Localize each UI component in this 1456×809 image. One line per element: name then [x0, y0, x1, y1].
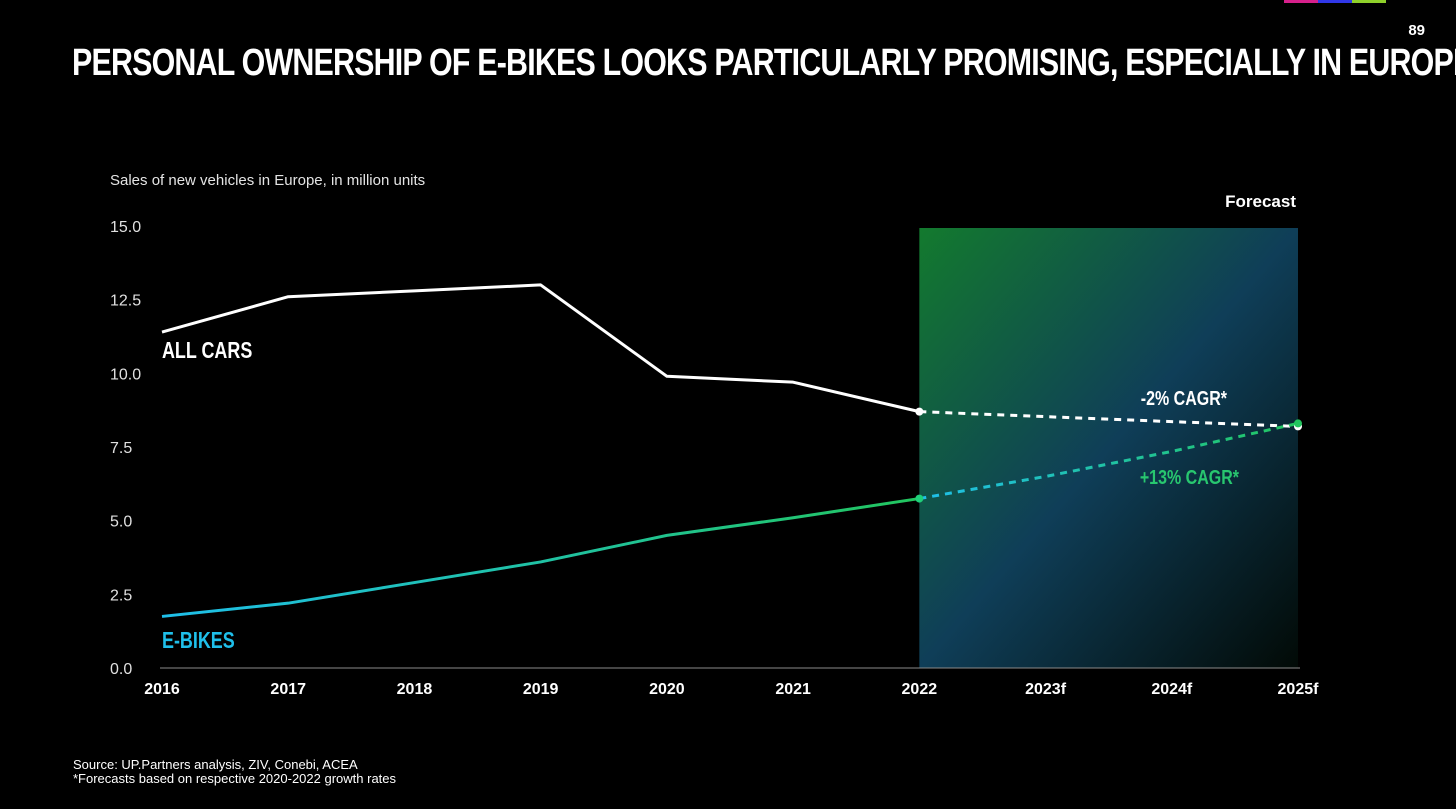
footer: Source: UP.Partners analysis, ZIV, Coneb… — [73, 758, 396, 786]
forecast-footnote: *Forecasts based on respective 2020-2022… — [73, 771, 397, 786]
x-tick-label: 2023f — [1025, 681, 1067, 698]
x-tick-label: 2025f — [1278, 681, 1320, 698]
y-tick-label: 12.5 — [110, 293, 141, 310]
cagr-label-e-bikes: +13% CAGR* — [1140, 466, 1240, 488]
series-label-e-bikes: E-BIKES — [162, 628, 235, 654]
source-note: Source: UP.Partners analysis, ZIV, Coneb… — [73, 757, 358, 772]
x-tick-label: 2019 — [523, 681, 559, 698]
x-tick-label: 2018 — [397, 681, 433, 698]
top-bar-blue — [1318, 0, 1352, 3]
y-tick-label: 10.0 — [110, 366, 141, 383]
y-tick-label: 2.5 — [110, 587, 132, 604]
top-bar-green — [1352, 0, 1386, 3]
series-label-all-cars: ALL CARS — [162, 338, 252, 364]
e-bikes-point-2025f — [1294, 419, 1302, 428]
y-tick-label: 7.5 — [110, 440, 132, 457]
top-bar-magenta — [1284, 0, 1318, 3]
series-line-all-cars — [161, 283, 920, 414]
y-tick-label: 5.0 — [110, 514, 132, 531]
cagr-label-all-cars: -2% CAGR* — [1141, 387, 1228, 409]
x-tick-label: 2024f — [1151, 681, 1193, 698]
x-tick-label: 2020 — [649, 681, 685, 698]
page-title: PERSONAL OWNERSHIP OF E-BIKES LOOKS PART… — [72, 42, 1456, 84]
y-tick-label: 15.0 — [110, 219, 141, 236]
x-tick-label: 2021 — [775, 681, 811, 698]
chart-subtitle: Sales of new vehicles in Europe, in mill… — [110, 172, 426, 189]
e-bikes-point-2022 — [915, 494, 924, 503]
forecast-region — [919, 228, 1298, 668]
forecast-line-all-cars — [919, 410, 1299, 428]
all-cars-point-2022 — [915, 407, 924, 416]
x-tick-label: 2016 — [144, 681, 180, 698]
x-tick-label: 2017 — [270, 681, 306, 698]
y-tick-label: 0.0 — [110, 661, 132, 678]
page-number: 89 — [1408, 22, 1425, 39]
x-tick-label: 2022 — [902, 681, 938, 698]
forecast-label: Forecast — [1225, 192, 1296, 211]
series-line-e-bikes — [161, 497, 920, 618]
top-color-bar — [1284, 0, 1386, 3]
